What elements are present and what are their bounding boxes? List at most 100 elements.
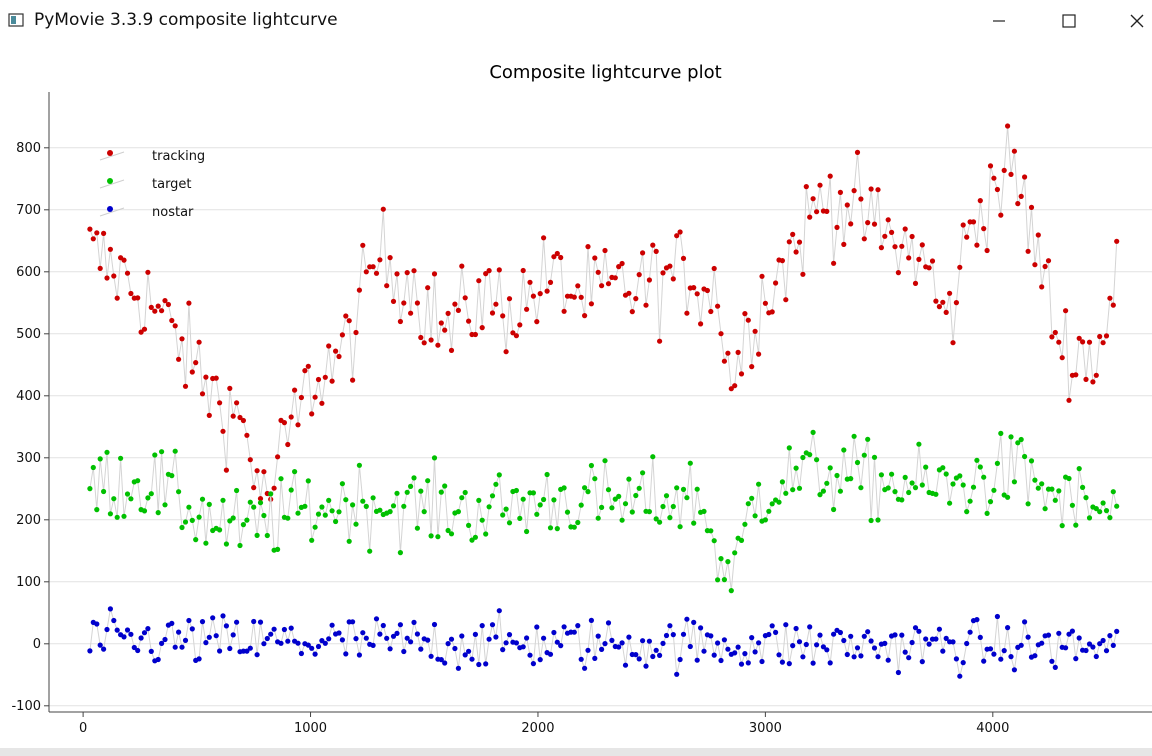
data-point-target (831, 506, 837, 513)
data-point-target (810, 429, 816, 435)
data-point-tracking (793, 249, 799, 255)
data-point-tracking (933, 298, 939, 304)
legend-swatch-line (99, 179, 125, 189)
data-point-nostar (868, 638, 874, 644)
data-point-nostar (244, 648, 250, 654)
data-point-nostar (895, 669, 902, 676)
data-point-nostar (892, 632, 898, 638)
data-point-tracking (1086, 339, 1093, 345)
data-point-nostar (964, 640, 970, 647)
data-point-target (1011, 479, 1018, 485)
data-point-target (90, 464, 96, 471)
data-point-tracking (1035, 232, 1041, 238)
data-point-tracking (148, 304, 154, 310)
data-point-tracking (121, 257, 127, 263)
data-point-nostar (967, 629, 973, 635)
series-layer (87, 123, 1120, 679)
data-point-tracking (882, 233, 888, 239)
data-point-nostar (1039, 640, 1045, 646)
data-point-tracking (244, 432, 250, 438)
data-point-nostar (824, 647, 830, 653)
data-point-nostar (691, 619, 697, 626)
data-point-tracking (749, 364, 755, 370)
data-point-target (223, 541, 229, 547)
data-point-tracking (486, 268, 492, 274)
data-point-nostar (408, 639, 414, 645)
data-point-tracking (926, 265, 932, 271)
data-point-tracking (977, 198, 983, 204)
data-point-target (718, 556, 724, 562)
data-point-nostar (987, 646, 994, 652)
maximize-button[interactable] (1046, 0, 1092, 42)
y-tick-label: -100 (11, 699, 41, 714)
data-point-target (865, 436, 871, 442)
data-point-target (336, 509, 342, 515)
data-point-tracking (667, 263, 673, 269)
data-point-tracking (653, 248, 659, 254)
data-point-target (148, 491, 154, 497)
data-point-target (111, 496, 117, 502)
data-point-tracking (322, 374, 328, 380)
data-point-tracking (339, 332, 345, 338)
data-point-tracking (94, 230, 100, 236)
data-point-target (94, 507, 100, 513)
data-point-tracking (472, 331, 478, 338)
data-point-target (459, 495, 465, 501)
data-point-tracking (455, 307, 461, 313)
x-tick-label: 1000 (294, 721, 327, 736)
data-point-tracking (462, 295, 468, 301)
data-point-tracking (940, 299, 946, 305)
data-point-target (547, 525, 554, 531)
data-point-tracking (135, 295, 141, 301)
data-point-nostar (646, 638, 653, 644)
data-point-nostar (667, 623, 673, 629)
title-bar: PyMovie 3.3.9 composite lightcurve (0, 0, 1152, 42)
data-point-tracking (438, 320, 444, 326)
legend-item-target: target (99, 177, 192, 192)
data-point-tracking (588, 301, 595, 307)
data-point-tracking (418, 334, 424, 341)
data-point-tracking (735, 349, 741, 355)
data-point-target (619, 517, 625, 523)
data-point-target (479, 517, 485, 523)
data-point-tracking (155, 303, 161, 309)
data-point-target (428, 533, 434, 539)
data-point-tracking (694, 291, 700, 297)
series-target-line (89, 432, 1118, 591)
data-point-tracking (803, 184, 809, 190)
data-point-target (230, 515, 236, 521)
data-point-nostar (1100, 637, 1106, 644)
data-point-tracking (182, 383, 189, 389)
data-point-target (1025, 501, 1031, 507)
data-point-tracking (674, 233, 680, 239)
data-point-target (152, 452, 158, 458)
data-point-nostar (104, 626, 110, 633)
data-point-target (261, 512, 267, 519)
data-point-target (87, 486, 93, 492)
y-tick-label: 200 (16, 513, 41, 528)
data-point-nostar (831, 631, 837, 637)
data-point-tracking (1110, 302, 1116, 308)
data-point-target (520, 496, 526, 502)
data-point-tracking (1011, 148, 1018, 154)
data-point-target (309, 537, 315, 543)
close-button[interactable] (1114, 0, 1152, 42)
data-point-tracking (530, 293, 537, 299)
data-point-tracking (387, 255, 393, 261)
data-point-nostar (336, 630, 342, 636)
data-point-tracking (919, 242, 925, 248)
data-point-target (377, 507, 383, 513)
data-point-target (182, 519, 189, 525)
data-point-tracking (1039, 284, 1045, 290)
data-point-nostar (111, 617, 117, 624)
data-point-nostar (196, 656, 202, 662)
data-point-nostar (899, 632, 905, 638)
data-point-tracking (370, 264, 376, 270)
data-point-target (339, 481, 345, 487)
data-point-nostar (97, 642, 103, 648)
data-point-target (964, 509, 970, 515)
minimize-button[interactable] (976, 0, 1022, 42)
data-point-tracking (186, 300, 192, 306)
data-point-target (135, 478, 141, 484)
data-point-tracking (428, 337, 434, 343)
